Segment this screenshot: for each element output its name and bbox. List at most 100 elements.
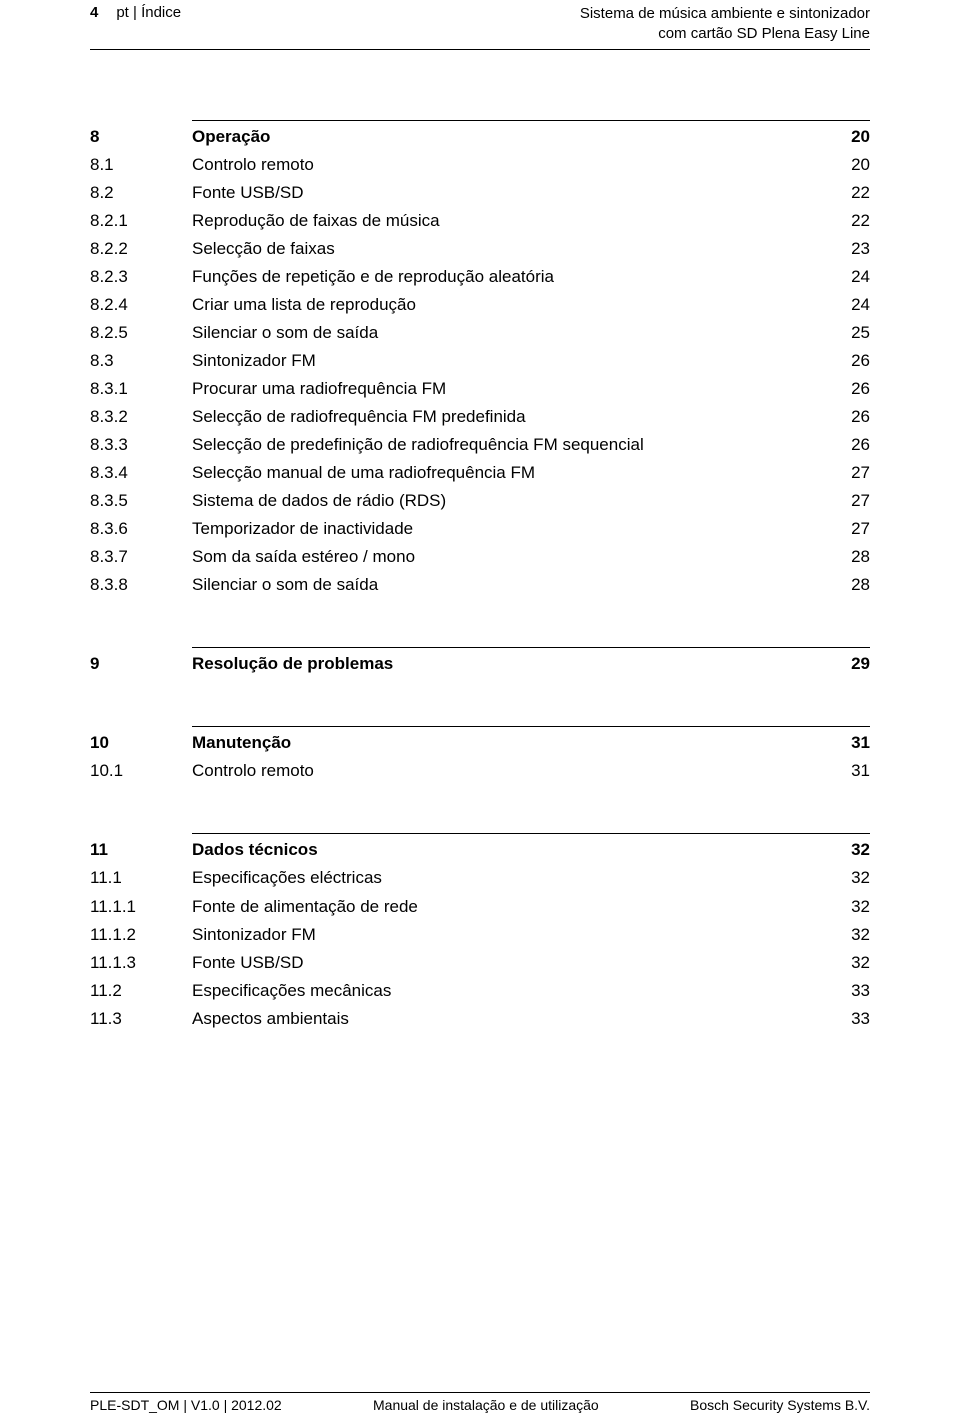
footer-center: Manual de instalação e de utilização	[373, 1397, 599, 1413]
footer-left: PLE-SDT_OM | V1.0 | 2012.02	[90, 1397, 282, 1413]
product-title-line-1: Sistema de música ambiente e sintonizado…	[580, 4, 870, 24]
toc-title: Sintonizador FM	[192, 921, 826, 949]
toc-page: 24	[826, 291, 870, 319]
toc-row: 8.2.1Reprodução de faixas de música22	[90, 207, 870, 235]
toc-num: 8.3	[90, 347, 192, 375]
toc-page: 26	[826, 347, 870, 375]
footer-row: PLE-SDT_OM | V1.0 | 2012.02 Manual de in…	[90, 1397, 870, 1413]
toc-page: 32	[826, 893, 870, 921]
toc-num: 11.3	[90, 1005, 192, 1033]
toc-title: Fonte USB/SD	[192, 949, 826, 977]
toc-num: 8	[90, 123, 192, 151]
toc-title: Silenciar o som de saída	[192, 571, 826, 599]
toc-num: 8.2.1	[90, 207, 192, 235]
toc-num: 10.1	[90, 757, 192, 785]
header-left: 4 pt | Índice	[90, 4, 181, 21]
toc-num: 11.1.2	[90, 921, 192, 949]
toc-num: 8.3.5	[90, 487, 192, 515]
toc-row: 8.3.8Silenciar o som de saída28	[90, 571, 870, 599]
toc-page: 27	[826, 459, 870, 487]
toc-page: 20	[826, 123, 870, 151]
toc-row: 11.2Especificações mecânicas33	[90, 977, 870, 1005]
toc-content: 8Operação208.1Controlo remoto208.2Fonte …	[90, 50, 870, 1033]
toc-page: 24	[826, 263, 870, 291]
toc-num: 8.3.2	[90, 403, 192, 431]
toc-page: 32	[826, 864, 870, 892]
section-rule	[192, 833, 870, 834]
toc-title: Aspectos ambientais	[192, 1005, 826, 1033]
toc-title: Fonte USB/SD	[192, 179, 826, 207]
page-footer: PLE-SDT_OM | V1.0 | 2012.02 Manual de in…	[90, 1392, 870, 1413]
toc-section-head: 9Resolução de problemas29	[90, 650, 870, 678]
toc-section-head: 10Manutenção31	[90, 729, 870, 757]
toc-title: Especificações eléctricas	[192, 864, 826, 892]
toc-title: Selecção de faixas	[192, 235, 826, 263]
toc-row: 8.3.3Selecção de predefinição de radiofr…	[90, 431, 870, 459]
toc-title: Selecção de radiofrequência FM predefini…	[192, 403, 826, 431]
toc-row: 8.3Sintonizador FM26	[90, 347, 870, 375]
toc-page: 31	[826, 729, 870, 757]
toc-row: 8.2.3Funções de repetição e de reproduçã…	[90, 263, 870, 291]
toc-num: 11.1.3	[90, 949, 192, 977]
toc-title: Funções de repetição e de reprodução ale…	[192, 263, 826, 291]
toc-title: Especificações mecânicas	[192, 977, 826, 1005]
toc-section: 11Dados técnicos3211.1Especificações elé…	[90, 833, 870, 1032]
toc-page: 32	[826, 836, 870, 864]
toc-section: 10Manutenção3110.1Controlo remoto31	[90, 726, 870, 785]
toc-title: Som da saída estéreo / mono	[192, 543, 826, 571]
toc-page: 26	[826, 431, 870, 459]
toc-section: 9Resolução de problemas29	[90, 647, 870, 678]
toc-page: 26	[826, 375, 870, 403]
toc-num: 11.2	[90, 977, 192, 1005]
page: 4 pt | Índice Sistema de música ambiente…	[0, 0, 960, 1423]
toc-num: 8.3.1	[90, 375, 192, 403]
toc-num: 9	[90, 650, 192, 678]
toc-num: 11.1	[90, 864, 192, 892]
toc-row: 8.3.6Temporizador de inactividade27	[90, 515, 870, 543]
toc-page: 28	[826, 543, 870, 571]
toc-page: 27	[826, 487, 870, 515]
toc-num: 11	[90, 836, 192, 864]
toc-row: 11.1.1Fonte de alimentação de rede32	[90, 893, 870, 921]
toc-num: 8.3.7	[90, 543, 192, 571]
toc-title: Fonte de alimentação de rede	[192, 893, 826, 921]
toc-page: 33	[826, 1005, 870, 1033]
footer-rule	[90, 1392, 870, 1393]
toc-title: Sistema de dados de rádio (RDS)	[192, 487, 826, 515]
toc-row: 8.2Fonte USB/SD22	[90, 179, 870, 207]
toc-title: Criar uma lista de reprodução	[192, 291, 826, 319]
toc-row: 8.2.4Criar uma lista de reprodução24	[90, 291, 870, 319]
toc-title: Resolução de problemas	[192, 650, 826, 678]
toc-title: Temporizador de inactividade	[192, 515, 826, 543]
toc-title: Selecção manual de uma radiofrequência F…	[192, 459, 826, 487]
toc-title: Selecção de predefinição de radiofrequên…	[192, 431, 826, 459]
toc-row: 8.2.5Silenciar o som de saída25	[90, 319, 870, 347]
toc-page: 29	[826, 650, 870, 678]
toc-row: 11.1.3Fonte USB/SD32	[90, 949, 870, 977]
header-right: Sistema de música ambiente e sintonizado…	[580, 4, 870, 45]
toc-num: 8.3.4	[90, 459, 192, 487]
toc-page: 22	[826, 179, 870, 207]
toc-page: 25	[826, 319, 870, 347]
toc-row: 8.3.5Sistema de dados de rádio (RDS)27	[90, 487, 870, 515]
toc-num: 11.1.1	[90, 893, 192, 921]
toc-row: 8.3.7Som da saída estéreo / mono28	[90, 543, 870, 571]
toc-title: Silenciar o som de saída	[192, 319, 826, 347]
toc-row: 11.1.2Sintonizador FM32	[90, 921, 870, 949]
toc-page: 22	[826, 207, 870, 235]
toc-num: 8.2	[90, 179, 192, 207]
toc-page: 27	[826, 515, 870, 543]
toc-row: 8.1Controlo remoto20	[90, 151, 870, 179]
toc-title: Reprodução de faixas de música	[192, 207, 826, 235]
footer-right: Bosch Security Systems B.V.	[690, 1397, 870, 1413]
toc-title: Procurar uma radiofrequência FM	[192, 375, 826, 403]
toc-num: 8.3.3	[90, 431, 192, 459]
toc-num: 8.3.6	[90, 515, 192, 543]
section-rule	[192, 120, 870, 121]
toc-section-head: 11Dados técnicos32	[90, 836, 870, 864]
toc-page: 33	[826, 977, 870, 1005]
product-title-line-2: com cartão SD Plena Easy Line	[580, 24, 870, 44]
toc-num: 8.2.5	[90, 319, 192, 347]
toc-page: 32	[826, 921, 870, 949]
page-number: 4	[90, 4, 98, 21]
